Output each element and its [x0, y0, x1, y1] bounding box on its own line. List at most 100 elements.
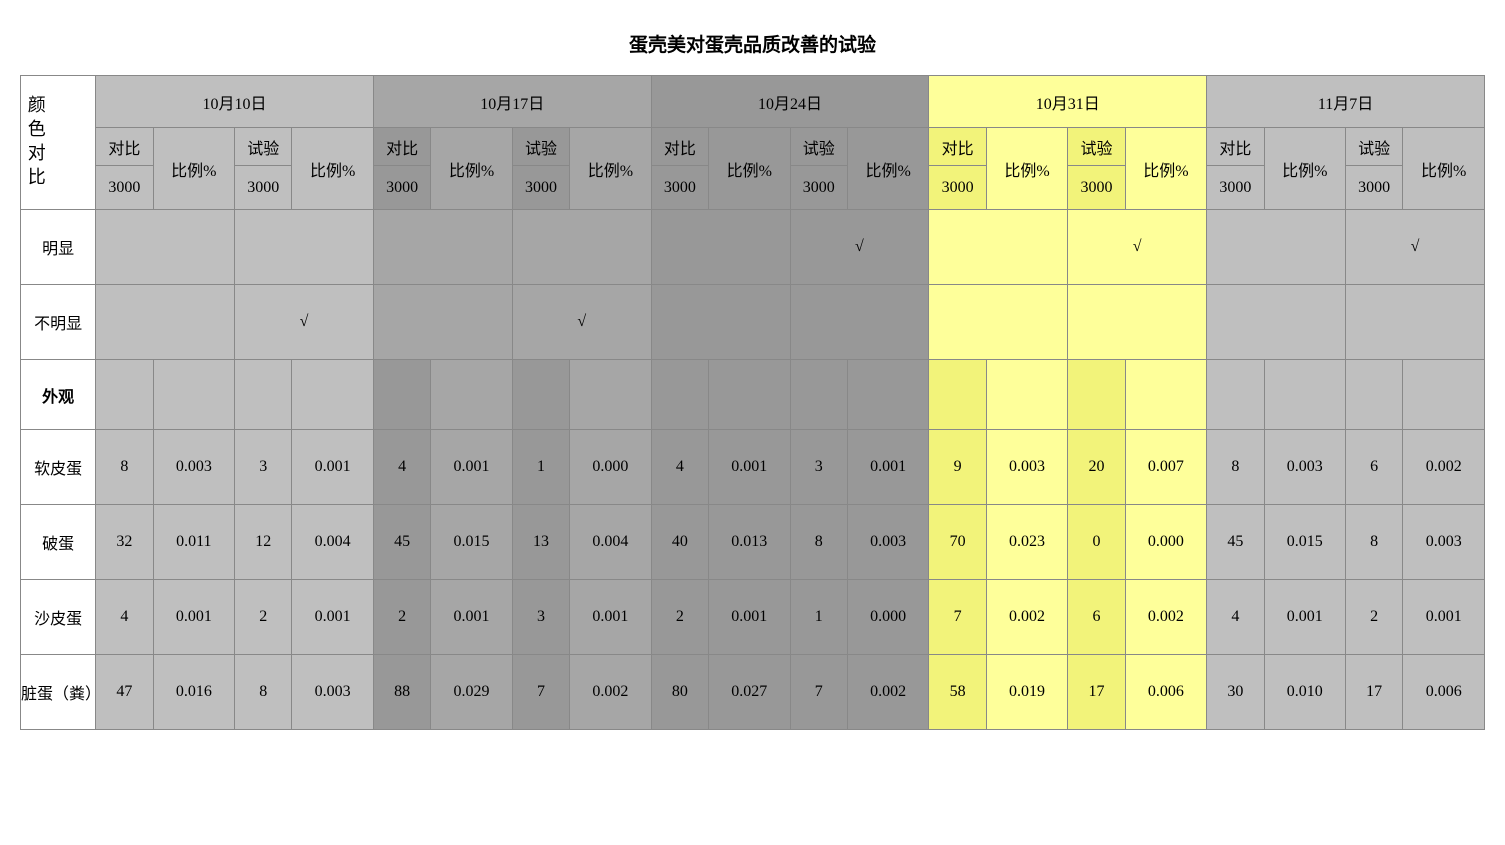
data-cell: 0.011: [153, 505, 234, 580]
data-cell: 58: [929, 655, 986, 730]
appearance-cell: [373, 360, 430, 430]
check-cell: [1207, 210, 1346, 285]
main-table: 颜色对比10月10日10月17日10月24日10月31日11月7日对比比例%试验…: [20, 75, 1485, 730]
data-cell: 0.001: [709, 580, 790, 655]
data-cell: 0: [1068, 505, 1125, 580]
row-label: 破蛋: [21, 505, 96, 580]
check-cell: [512, 210, 651, 285]
data-cell: 0.001: [709, 430, 790, 505]
subhdr-control: 对比: [929, 128, 986, 166]
check-cell: [1345, 285, 1484, 360]
subhdr-3000: 3000: [96, 166, 153, 210]
check-cell: √: [1068, 210, 1207, 285]
data-cell: 17: [1345, 655, 1402, 730]
date-header: 10月24日: [651, 76, 929, 128]
data-cell: 8: [96, 430, 153, 505]
subhdr-ratio: 比例%: [431, 128, 512, 210]
data-cell: 0.004: [292, 505, 373, 580]
data-cell: 8: [1207, 430, 1264, 505]
data-cell: 0.006: [1125, 655, 1206, 730]
subhdr-control: 对比: [651, 128, 708, 166]
data-cell: 32: [96, 505, 153, 580]
row-label: 脏蛋（粪）: [21, 655, 96, 730]
data-cell: 17: [1068, 655, 1125, 730]
data-cell: 3: [790, 430, 847, 505]
row-label: 明显: [21, 210, 96, 285]
data-cell: 8: [235, 655, 292, 730]
data-cell: 0.019: [986, 655, 1067, 730]
data-cell: 0.006: [1403, 655, 1485, 730]
subhdr-test: 试验: [512, 128, 569, 166]
data-cell: 88: [373, 655, 430, 730]
data-cell: 0.007: [1125, 430, 1206, 505]
data-cell: 6: [1345, 430, 1402, 505]
data-cell: 3: [512, 580, 569, 655]
subhdr-control: 对比: [373, 128, 430, 166]
data-cell: 0.027: [709, 655, 790, 730]
appearance-cell: [570, 360, 651, 430]
data-cell: 2: [1345, 580, 1402, 655]
check-cell: [929, 210, 1068, 285]
row-label: 不明显: [21, 285, 96, 360]
data-cell: 12: [235, 505, 292, 580]
appearance-cell: [929, 360, 986, 430]
check-cell: [1068, 285, 1207, 360]
data-cell: 45: [1207, 505, 1264, 580]
data-cell: 3: [235, 430, 292, 505]
data-cell: 30: [1207, 655, 1264, 730]
date-header: 10月31日: [929, 76, 1207, 128]
data-cell: 0.001: [292, 580, 373, 655]
data-cell: 0.001: [570, 580, 651, 655]
appearance-cell: [292, 360, 373, 430]
check-cell: [96, 210, 235, 285]
subhdr-ratio: 比例%: [153, 128, 234, 210]
subhdr-3000: 3000: [790, 166, 847, 210]
check-cell: [790, 285, 929, 360]
data-cell: 1: [790, 580, 847, 655]
data-cell: 7: [790, 655, 847, 730]
data-cell: 7: [512, 655, 569, 730]
data-cell: 0.010: [1264, 655, 1345, 730]
subhdr-ratio: 比例%: [847, 128, 928, 210]
data-cell: 0.001: [847, 430, 928, 505]
appearance-cell: [709, 360, 790, 430]
date-header: 10月10日: [96, 76, 374, 128]
data-cell: 0.002: [570, 655, 651, 730]
subhdr-control: 对比: [1207, 128, 1264, 166]
row-label: 软皮蛋: [21, 430, 96, 505]
appearance-cell: [651, 360, 708, 430]
subhdr-3000: 3000: [1068, 166, 1125, 210]
data-cell: 80: [651, 655, 708, 730]
check-cell: [1207, 285, 1346, 360]
page-title: 蛋壳美对蛋壳品质改善的试验: [20, 30, 1485, 57]
data-cell: 0.003: [1264, 430, 1345, 505]
data-cell: 9: [929, 430, 986, 505]
check-cell: [235, 210, 374, 285]
check-cell: [651, 210, 790, 285]
check-cell: √: [790, 210, 929, 285]
check-cell: [651, 285, 790, 360]
subhdr-ratio: 比例%: [1264, 128, 1345, 210]
data-cell: 4: [651, 430, 708, 505]
data-cell: 0.023: [986, 505, 1067, 580]
data-cell: 4: [96, 580, 153, 655]
row-label: 沙皮蛋: [21, 580, 96, 655]
date-header: 10月17日: [373, 76, 651, 128]
appearance-cell: [96, 360, 153, 430]
data-cell: 0.015: [1264, 505, 1345, 580]
data-cell: 13: [512, 505, 569, 580]
subhdr-test: 试验: [1068, 128, 1125, 166]
subhdr-3000: 3000: [235, 166, 292, 210]
data-cell: 70: [929, 505, 986, 580]
check-cell: √: [235, 285, 374, 360]
appearance-cell: [1125, 360, 1206, 430]
data-cell: 0.013: [709, 505, 790, 580]
check-cell: [96, 285, 235, 360]
appearance-cell: [235, 360, 292, 430]
subhdr-ratio: 比例%: [709, 128, 790, 210]
subhdr-test: 试验: [790, 128, 847, 166]
data-cell: 0.003: [1403, 505, 1485, 580]
data-cell: 4: [1207, 580, 1264, 655]
subhdr-ratio: 比例%: [986, 128, 1067, 210]
subhdr-test: 试验: [235, 128, 292, 166]
